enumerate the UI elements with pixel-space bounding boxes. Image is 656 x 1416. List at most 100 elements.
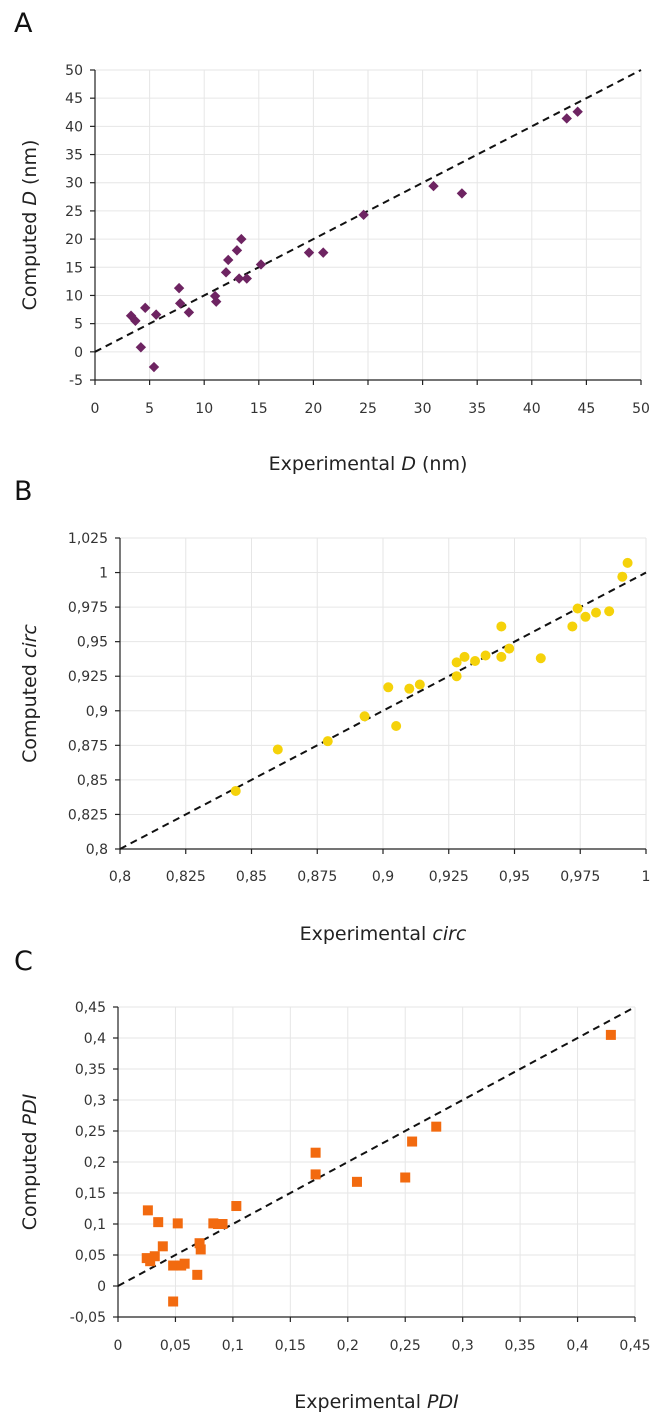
y-tick-label: 0,4 (84, 1031, 106, 1047)
data-point (194, 1238, 205, 1249)
data-point (148, 361, 160, 373)
data-point (351, 1176, 362, 1187)
data-point (183, 307, 195, 318)
data-point (153, 1217, 164, 1228)
data-point (310, 1169, 321, 1180)
x-axis-title: Experimental D (nm) (269, 453, 468, 475)
y-axis-title: Computed circ (19, 624, 41, 763)
x-tick-label: 0,2 (337, 1338, 359, 1354)
data-point (231, 1201, 242, 1212)
data-point (407, 1136, 418, 1147)
data-point (241, 273, 252, 284)
data-point (322, 736, 333, 747)
x-tick-label: 0,9 (372, 869, 394, 885)
x-axis-title: Experimental PDI (294, 1391, 459, 1413)
x-tick-label: 0,35 (505, 1338, 536, 1354)
y-axis-title: Computed D (nm) (19, 140, 41, 311)
data-point (223, 254, 234, 266)
y-tick-label: 25 (65, 204, 83, 220)
x-tick-label: 0,85 (236, 869, 267, 885)
data-point (567, 621, 578, 632)
data-point (358, 209, 369, 221)
data-point (140, 302, 151, 314)
data-point (168, 1296, 179, 1307)
data-point (150, 309, 162, 320)
x-tick-label: 0,8 (109, 869, 131, 885)
data-point (451, 657, 462, 668)
x-tick-label: 0 (114, 1338, 123, 1354)
data-point (195, 1244, 206, 1255)
data-point (233, 273, 245, 284)
data-point (383, 682, 394, 693)
y-tick-label: -5 (69, 373, 83, 389)
data-point (130, 315, 141, 327)
data-point (404, 683, 415, 694)
data-point (149, 1251, 160, 1262)
y-tick-label: 10 (65, 288, 83, 304)
data-point (173, 282, 185, 294)
y-tick-label: 0,875 (68, 738, 108, 754)
y-tick-label: 0,3 (84, 1093, 106, 1109)
data-point (451, 671, 462, 682)
x-tick-label: 0,1 (222, 1338, 244, 1354)
y-tick-label: 0,85 (77, 773, 108, 789)
x-tick-label: 1 (642, 869, 651, 885)
chart-panel-c: C 0 0,05 0,1 0,15 0,2 0,25 0,3 0,35 0,4 0,45 -0,05 0… (14, 946, 651, 1413)
data-point (318, 247, 329, 258)
data-point (359, 711, 370, 722)
data-point (255, 259, 267, 270)
x-tick-label: 0,4 (566, 1338, 588, 1354)
x-tick-label: 0,925 (429, 869, 469, 885)
y-tick-label: 15 (65, 260, 83, 276)
x-tick-label: 20 (304, 401, 322, 417)
x-tick-label: 35 (468, 401, 486, 417)
data-point (428, 180, 439, 192)
data-point (459, 651, 470, 662)
y-tick-label: 0,35 (75, 1062, 106, 1078)
data-point (174, 298, 186, 309)
y-tick-label: 0,925 (68, 669, 108, 685)
x-tick-label: 45 (577, 401, 595, 417)
x-tick-label: 25 (359, 401, 377, 417)
y-tick-label: 5 (74, 317, 83, 333)
x-tick-label: 0 (91, 401, 100, 417)
x-tick-label: 5 (145, 401, 154, 417)
y-tick-label: 0 (97, 1279, 106, 1295)
x-tick-label: 0,3 (452, 1338, 474, 1354)
y-tick-label: -0,05 (70, 1310, 106, 1326)
data-point (496, 651, 507, 662)
data-point (470, 656, 481, 667)
y-tick-label: 20 (65, 232, 83, 248)
reference-line (94, 69, 642, 353)
data-point (179, 1258, 190, 1269)
y-axis-title: Computed PDI (19, 1093, 41, 1230)
y-tick-label: 0,9 (86, 704, 108, 720)
y-tick-label: 50 (65, 63, 83, 79)
y-tick-label: 0,975 (68, 600, 108, 616)
data-point (572, 603, 583, 614)
x-tick-label: 15 (250, 401, 268, 417)
y-tick-label: 0,1 (84, 1217, 106, 1233)
data-point (231, 245, 243, 256)
data-point (230, 785, 241, 796)
data-point (236, 233, 247, 245)
data-point (192, 1269, 203, 1280)
y-tick-label: 35 (65, 148, 83, 164)
data-point (157, 1241, 168, 1252)
data-point (400, 1172, 411, 1183)
y-tick-label: 1 (99, 566, 108, 582)
data-point (217, 1219, 228, 1229)
x-tick-label: 10 (195, 401, 213, 417)
y-tick-label: 0,15 (75, 1186, 106, 1202)
data-point (480, 650, 491, 661)
y-tick-label: 30 (65, 176, 83, 192)
data-point (211, 296, 222, 307)
data-point (456, 188, 468, 199)
y-tick-label: 0,8 (86, 842, 108, 858)
data-point (580, 611, 591, 622)
x-axis-title: Experimental circ (300, 923, 467, 945)
x-tick-label: 0,875 (297, 869, 337, 885)
data-point (572, 106, 583, 117)
data-point (391, 720, 402, 731)
